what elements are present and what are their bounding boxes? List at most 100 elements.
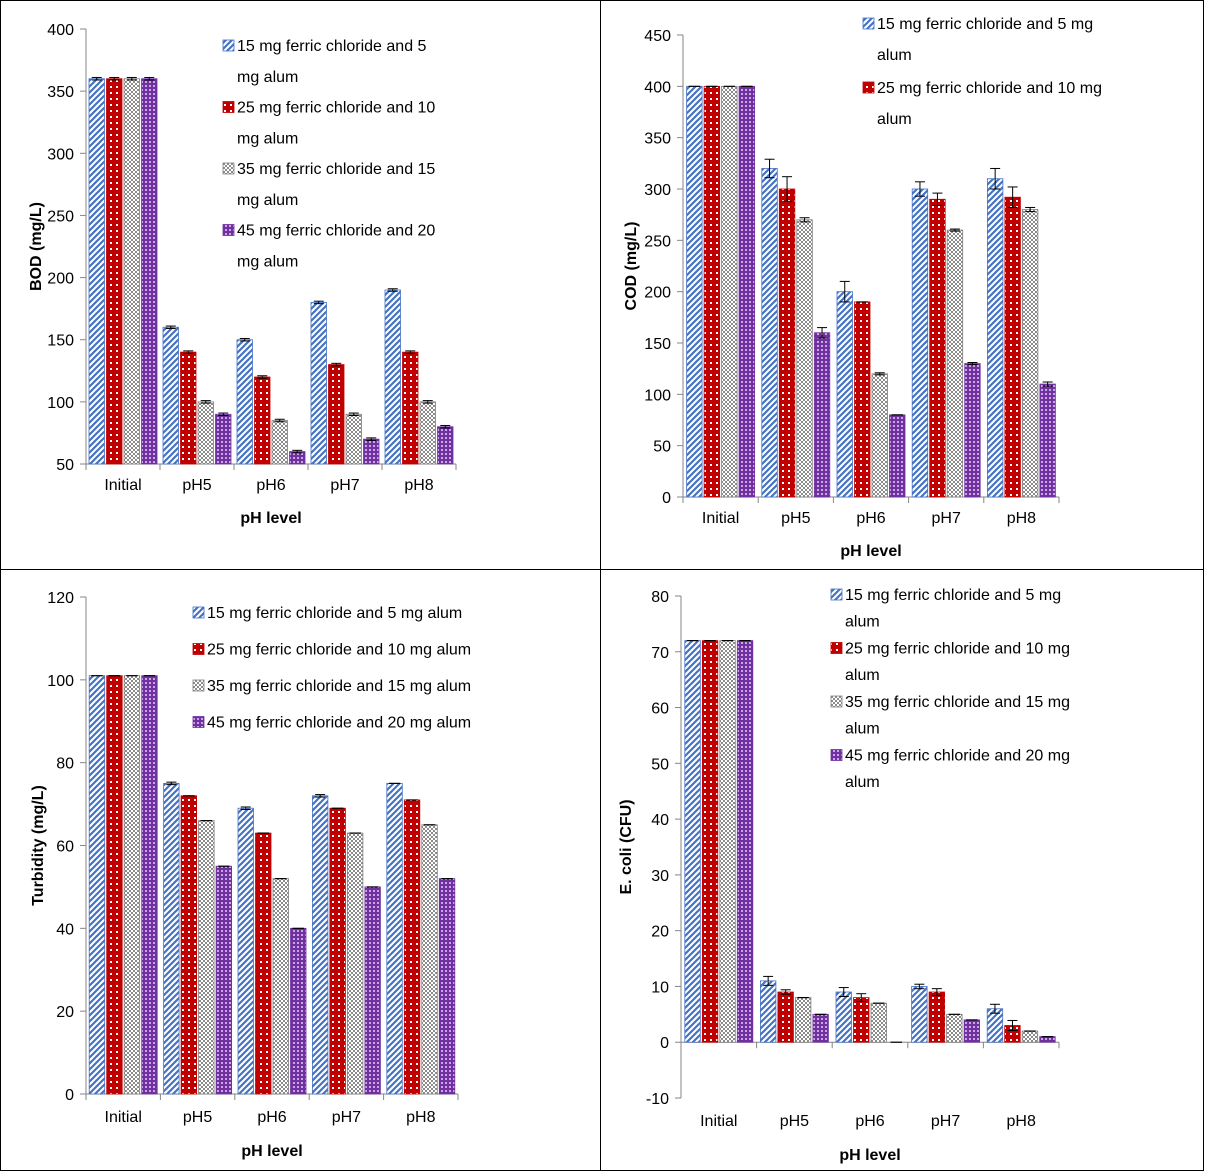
bar-ph6-series-2 <box>854 301 871 498</box>
bar-initial-series-1 <box>88 675 106 1095</box>
bar-ph5-series-1 <box>163 782 180 1095</box>
error-bar <box>292 449 303 454</box>
x-tick-label: pH8 <box>1007 510 1036 527</box>
y-tick-label: 0 <box>660 1035 669 1052</box>
legend-swatch <box>222 224 235 236</box>
bar-ph8-series-3 <box>419 401 436 465</box>
legend-label: mg alum <box>237 130 298 147</box>
error-bar <box>144 76 155 81</box>
x-tick-label: pH5 <box>183 1109 212 1126</box>
y-tick-label: 20 <box>651 924 669 941</box>
x-tick-label: pH7 <box>932 510 961 527</box>
bar-initial-series-3 <box>123 78 140 465</box>
bar-ph8-series-1 <box>384 289 401 465</box>
bar-ph5-series-4 <box>813 332 831 498</box>
bar-ph6-series-4 <box>290 927 307 1095</box>
y-tick-label: 20 <box>56 1004 74 1021</box>
y-tick-label: 100 <box>47 395 74 412</box>
x-axis-label: pH level <box>839 1147 900 1164</box>
bar-initial-series-4 <box>141 675 158 1095</box>
bar-initial-series-1 <box>88 78 105 465</box>
y-tick-label: 100 <box>47 673 74 690</box>
bar-ph6-series-1 <box>236 339 253 465</box>
y-tick-label: 50 <box>651 756 669 773</box>
error-bar <box>166 781 177 786</box>
chart-svg: 0 50 100 150 200 250 300 350 400 450 Initial pH5 pH6… <box>623 16 1102 560</box>
bar-ph5-series-1 <box>162 326 179 465</box>
legend-item-1: 15 mg ferric chloride and 5 mg alum <box>192 605 462 622</box>
y-tick-label: 50 <box>56 457 74 474</box>
legend-label: 45 mg ferric chloride and 20 mg alum <box>207 715 471 732</box>
bar-ph6-series-3 <box>870 1002 887 1043</box>
error-bar <box>257 375 268 379</box>
bar-ph5-series-2 <box>777 991 794 1043</box>
bar-ph7-series-1 <box>311 795 329 1095</box>
legend-item-2: 25 mg ferric chloride and 10 mg alum <box>830 641 1070 684</box>
x-tick-label: pH8 <box>404 477 433 494</box>
legend-label: alum <box>845 774 880 791</box>
bar-initial-series-3 <box>123 675 141 1095</box>
error-bar <box>405 350 416 354</box>
bar-ph7-series-4 <box>964 363 981 498</box>
chart-svg: 0 20 40 60 80 100 120 Initial pH5 pH6 pH7 pH8 Turbid… <box>30 590 471 1160</box>
y-axis-label: Turbidity (mg/L) <box>30 785 47 906</box>
legend-label: mg alum <box>237 192 298 209</box>
bar-initial-series-1 <box>686 85 703 498</box>
x-tick-label: pH8 <box>406 1109 435 1126</box>
bar-ph5-series-3 <box>794 997 812 1043</box>
bar-ph8-series-4 <box>1039 1036 1056 1043</box>
y-tick-label: 60 <box>56 839 74 856</box>
bar-ph8-series-4 <box>438 878 456 1095</box>
bar-initial-series-4 <box>738 85 756 498</box>
y-tick-label: -10 <box>646 1091 669 1108</box>
y-axis-label: COD (mg/L) <box>623 222 640 311</box>
bar-ph6-series-3 <box>271 420 288 465</box>
bar-ph8-series-2 <box>1004 196 1021 498</box>
legend-item-2: 25 mg ferric chloride and 10 mg alum <box>862 80 1102 128</box>
legend-label: 25 mg ferric chloride and 10 <box>237 100 435 117</box>
y-tick-label: 400 <box>47 22 74 39</box>
x-tick-label: Initial <box>702 510 739 527</box>
legend-swatch <box>222 39 235 52</box>
bar-ph5-series-1 <box>759 980 777 1043</box>
x-axis-label: pH level <box>241 1143 302 1160</box>
legend-label: mg alum <box>237 253 298 270</box>
x-axis-label: pH level <box>240 510 301 527</box>
bar-ph8-series-4 <box>1039 383 1056 498</box>
bar-initial-series-2 <box>703 85 720 498</box>
x-tick-label: pH5 <box>182 477 211 494</box>
y-tick-label: 250 <box>47 208 74 225</box>
legend-item-4: 45 mg ferric chloride and 20 mg alum <box>830 748 1070 791</box>
bar-ph6-series-1 <box>836 291 853 498</box>
bar-initial-series-3 <box>719 640 736 1043</box>
bar-ph7-series-3 <box>946 1013 963 1043</box>
bar-initial-series-2 <box>106 78 123 465</box>
bar-ph7-series-4 <box>963 1019 981 1043</box>
bar-ph6-series-2 <box>254 376 271 465</box>
y-tick-label: 150 <box>47 333 74 350</box>
error-bar <box>914 983 925 990</box>
legend-label: mg alum <box>237 69 298 86</box>
error-bar <box>1007 186 1018 208</box>
error-bar <box>874 372 885 376</box>
legend-item-3: 35 mg ferric chloride and 15 mg alum <box>192 678 471 695</box>
y-tick-label: 350 <box>47 84 74 101</box>
y-tick-label: 60 <box>651 701 669 718</box>
y-tick-label: 120 <box>47 590 74 607</box>
x-tick-label: pH5 <box>780 1113 809 1130</box>
error-bar <box>126 76 137 81</box>
bar-ph5-series-2 <box>778 188 796 498</box>
y-tick-label: 10 <box>651 979 669 996</box>
bar-ph7-series-3 <box>346 832 364 1095</box>
bar-initial-series-3 <box>721 85 738 498</box>
error-bar <box>839 280 850 303</box>
error-bar <box>315 794 326 798</box>
error-bar <box>1042 381 1053 387</box>
bar-ph5-series-2 <box>180 351 197 465</box>
chart-svg: -10 0 10 20 30 40 50 60 70 80 Initial pH5 pH6 pH7 pH8 E… <box>618 587 1070 1164</box>
bar-ph7-series-4 <box>363 438 380 465</box>
error-bar <box>1025 206 1036 213</box>
bar-ph6-series-3 <box>871 373 888 498</box>
bar-ph7-series-1 <box>911 188 929 498</box>
error-bar <box>240 806 251 810</box>
